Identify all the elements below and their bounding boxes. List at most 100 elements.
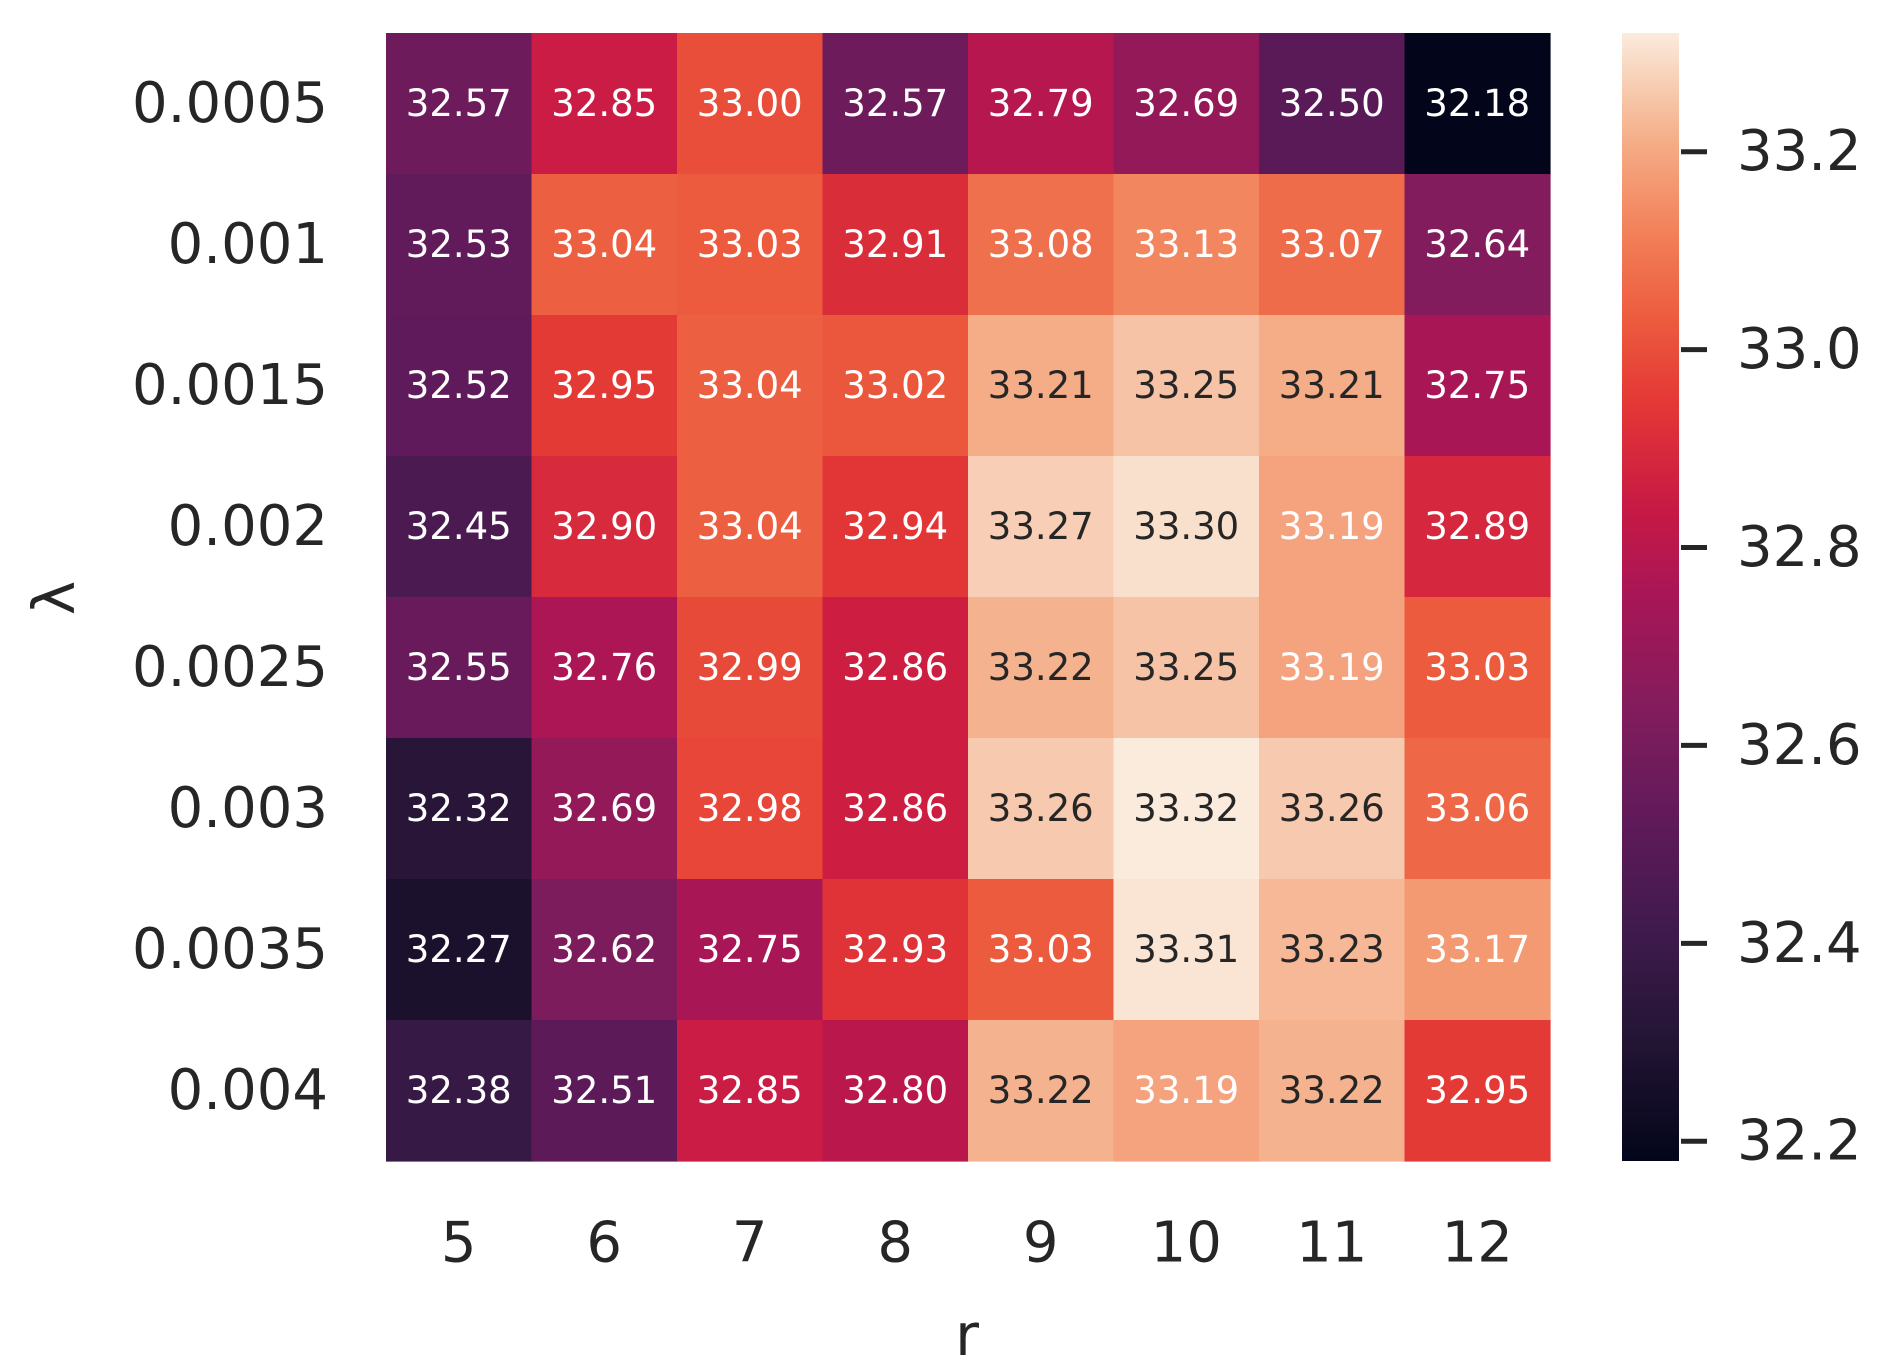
heatmap-cell-r1-c1	[531, 174, 678, 316]
heatmap-cell-value-r3-c4: 33.27	[988, 505, 1094, 548]
heatmap-cell-r2-c4	[968, 315, 1115, 457]
heatmap-cell-value-r1-c4: 33.08	[988, 223, 1094, 266]
heatmap-cell-value-r7-c0: 32.38	[406, 1069, 512, 1112]
heatmap-cell-value-r5-c2: 32.98	[697, 787, 803, 830]
y-tick-label-1: 0.001	[168, 212, 328, 277]
heatmap-cell-r7-c7	[1404, 1020, 1551, 1162]
colorbar-tick-label-0: 32.2	[1737, 1109, 1862, 1174]
heatmap-cell-r5-c1	[531, 738, 678, 880]
heatmap-cell-value-r3-c5: 33.30	[1133, 505, 1239, 548]
heatmap-cell-r6-c1	[531, 879, 678, 1021]
heatmap-cell-value-r4-c0: 32.55	[406, 646, 512, 689]
colorbar-tick-label-3: 32.8	[1737, 515, 1862, 580]
y-axis-title: λ	[20, 581, 88, 615]
heatmap-cell-r5-c6	[1259, 738, 1406, 880]
heatmap-cell-r1-c2	[677, 174, 824, 316]
heatmap-cell-r0-c5	[1113, 33, 1260, 175]
heatmap-cell-value-r5-c5: 33.32	[1133, 787, 1239, 830]
heatmap-cell-r4-c1	[531, 597, 678, 739]
heatmap-cell-value-r4-c5: 33.25	[1133, 646, 1239, 689]
heatmap-cell-value-r2-c1: 32.95	[551, 364, 657, 407]
heatmap-cell-r6-c3	[822, 879, 969, 1021]
heatmap-cell-r4-c6	[1259, 597, 1406, 739]
heatmap-cell-value-r4-c4: 33.22	[988, 646, 1094, 689]
heatmap-cell-value-r6-c1: 32.62	[551, 928, 657, 971]
heatmap-cell-value-r5-c7: 33.06	[1424, 787, 1530, 830]
heatmap-cell-value-r1-c3: 32.91	[842, 223, 948, 266]
x-tick-label-1: 6	[586, 1211, 622, 1276]
heatmap-cell-r2-c7	[1404, 315, 1551, 457]
heatmap-cell-value-r1-c5: 33.13	[1133, 223, 1239, 266]
colorbar	[1622, 33, 1679, 1161]
heatmap-cell-value-r1-c0: 32.53	[406, 223, 512, 266]
heatmap-cell-r0-c2	[677, 33, 824, 175]
heatmap-cell-value-r7-c1: 32.51	[551, 1069, 657, 1112]
heatmap-cell-r3-c6	[1259, 456, 1406, 598]
colorbar-tick-label-1: 32.4	[1737, 911, 1862, 976]
heatmap-cell-r6-c5	[1113, 879, 1260, 1021]
heatmap-cell-value-r2-c4: 33.21	[988, 364, 1094, 407]
y-tick-label-4: 0.0025	[132, 635, 328, 700]
heatmap-cell-r1-c4	[968, 174, 1115, 316]
heatmap-cell-value-r7-c3: 32.80	[842, 1069, 948, 1112]
heatmap-cell-value-r7-c6: 33.22	[1279, 1069, 1385, 1112]
heatmap-cell-value-r4-c7: 33.03	[1424, 646, 1530, 689]
heatmap-cell-value-r6-c4: 33.03	[988, 928, 1094, 971]
y-tick-label-3: 0.002	[168, 494, 328, 559]
heatmap-cell-r6-c4	[968, 879, 1115, 1021]
heatmap-cell-r2-c0	[386, 315, 533, 457]
x-tick-label-5: 10	[1151, 1211, 1222, 1276]
heatmap-cell-value-r6-c0: 32.27	[406, 928, 512, 971]
heatmap-cell-value-r4-c6: 33.19	[1279, 646, 1385, 689]
y-tick-label-2: 0.0015	[132, 353, 328, 418]
heatmap-cell-value-r3-c3: 32.94	[842, 505, 948, 548]
heatmap-cell-value-r2-c2: 33.04	[697, 364, 803, 407]
heatmap-cell-value-r3-c2: 33.04	[697, 505, 803, 548]
heatmap-cell-value-r2-c0: 32.52	[406, 364, 512, 407]
heatmap-cell-value-r0-c7: 32.18	[1424, 82, 1530, 125]
heatmap-cell-r1-c5	[1113, 174, 1260, 316]
heatmap-cell-value-r3-c1: 32.90	[551, 505, 657, 548]
heatmap-cell-value-r3-c6: 33.19	[1279, 505, 1385, 548]
heatmap-cell-r5-c5	[1113, 738, 1260, 880]
heatmap-cell-value-r4-c1: 32.76	[551, 646, 657, 689]
heatmap-cell-r2-c6	[1259, 315, 1406, 457]
heatmap-cell-value-r0-c5: 32.69	[1133, 82, 1239, 125]
heatmap-cell-r5-c4	[968, 738, 1115, 880]
heatmap-cell-r6-c6	[1259, 879, 1406, 1021]
heatmap-cell-r7-c1	[531, 1020, 678, 1162]
heatmap-cell-r3-c1	[531, 456, 678, 598]
heatmap-cell-value-r2-c7: 32.75	[1424, 364, 1530, 407]
heatmap-cell-r2-c2	[677, 315, 824, 457]
heatmap-cell-value-r6-c7: 33.17	[1424, 928, 1530, 971]
heatmap-cell-r7-c2	[677, 1020, 824, 1162]
heatmap-cell-r1-c3	[822, 174, 969, 316]
heatmap-cell-value-r5-c0: 32.32	[406, 787, 512, 830]
heatmap-cell-r6-c7	[1404, 879, 1551, 1021]
heatmap-cell-value-r0-c3: 32.57	[842, 82, 948, 125]
heatmap-cell-r4-c7	[1404, 597, 1551, 739]
heatmap-cell-value-r3-c7: 32.89	[1424, 505, 1530, 548]
heatmap-cell-r3-c3	[822, 456, 969, 598]
y-tick-label-7: 0.004	[168, 1058, 328, 1123]
heatmap-cell-r7-c3	[822, 1020, 969, 1162]
colorbar-tick-label-2: 32.6	[1737, 713, 1862, 778]
heatmap-cell-r7-c4	[968, 1020, 1115, 1162]
heatmap-cell-value-r5-c1: 32.69	[551, 787, 657, 830]
x-axis-title: r	[955, 1301, 979, 1369]
colorbar-ticks: 32.2 32.4 32.6 32.8 33.0 33.2	[1681, 119, 1862, 1174]
heatmap-cell-r4-c5	[1113, 597, 1260, 739]
heatmap-cell-r3-c0	[386, 456, 533, 598]
heatmap-cell-value-r6-c6: 33.23	[1279, 928, 1385, 971]
heatmap-cell-r4-c2	[677, 597, 824, 739]
x-tick-label-2: 7	[732, 1211, 768, 1276]
heatmap-cell-r1-c6	[1259, 174, 1406, 316]
heatmap-cell-value-r3-c0: 32.45	[406, 505, 512, 548]
heatmap-cell-value-r0-c2: 33.00	[697, 82, 803, 125]
heatmap-cell-r5-c3	[822, 738, 969, 880]
heatmap-cell-value-r6-c3: 32.93	[842, 928, 948, 971]
heatmap-cell-value-r0-c1: 32.85	[551, 82, 657, 125]
heatmap-cell-r6-c2	[677, 879, 824, 1021]
heatmap-cell-value-r1-c7: 32.64	[1424, 223, 1530, 266]
